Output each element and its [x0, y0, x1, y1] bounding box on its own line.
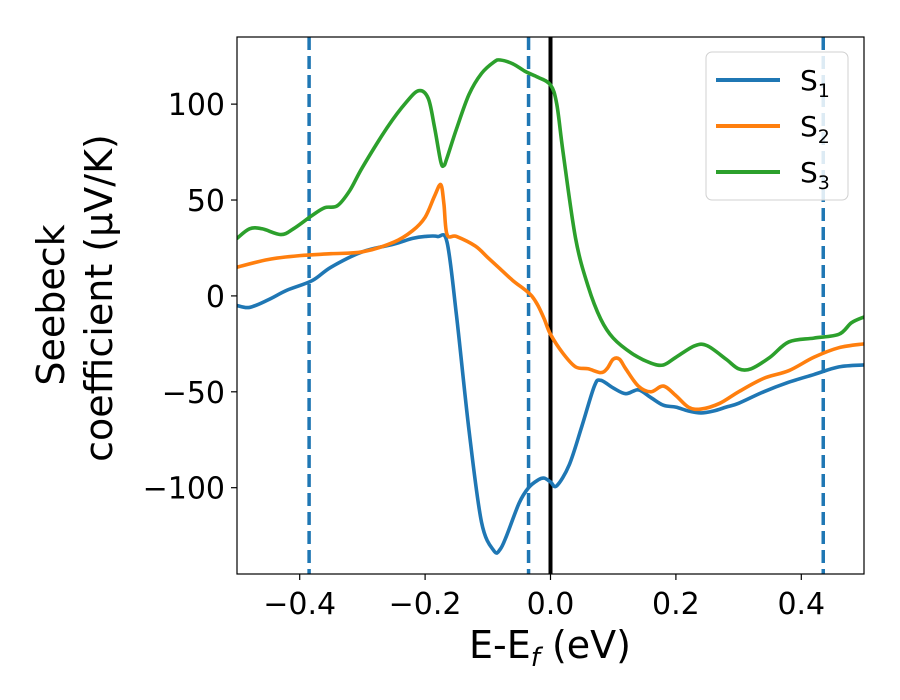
legend-label-sub: 2 — [818, 126, 830, 148]
legend-label-main: S — [800, 156, 818, 189]
x-tick-label-0: −0.4 — [263, 587, 336, 622]
x-tick-label-3: 0.2 — [652, 587, 700, 622]
x-tick-label-2: 0.0 — [527, 587, 575, 622]
x-tick-label-1: −0.2 — [389, 587, 462, 622]
y-tick-label-4: −100 — [143, 472, 225, 507]
y-tick-label-2: 0 — [206, 280, 225, 315]
x-axis-label-tail: (eV) — [540, 623, 631, 667]
y-axis-label-line1: Seebeck — [29, 224, 73, 385]
legend-label-sub: 3 — [818, 172, 830, 194]
legend-label-s1: S1 — [800, 64, 830, 102]
legend-label-sub: 1 — [818, 80, 830, 102]
y-tick-label-3: −50 — [162, 376, 225, 411]
x-axis-label: E-Ef (eV) — [469, 623, 631, 673]
x-tick-label-4: 0.4 — [777, 587, 825, 622]
series-lines — [237, 58, 864, 555]
x-axis-ticks: −0.4 −0.2 0.0 0.2 0.4 — [263, 574, 825, 622]
series-line-s2 — [237, 182, 864, 412]
y-tick-label-1: 50 — [187, 184, 225, 219]
y-axis-label: Seebeck coefficient (μV/K) — [29, 134, 121, 462]
y-axis-label-line2: coefficient (μV/K) — [77, 134, 121, 462]
y-tick-label-0: 100 — [168, 88, 225, 123]
legend-label-s3: S3 — [800, 156, 830, 194]
legend-label-main: S — [800, 64, 818, 97]
series-line-s3 — [237, 58, 864, 372]
legend-label-main: S — [800, 110, 818, 143]
x-axis-label-main: E-E — [469, 623, 531, 667]
y-axis-ticks: 100 50 0 −50 −100 — [143, 88, 237, 507]
legend-label-s2: S2 — [800, 110, 830, 148]
series-line-s1 — [237, 232, 864, 555]
